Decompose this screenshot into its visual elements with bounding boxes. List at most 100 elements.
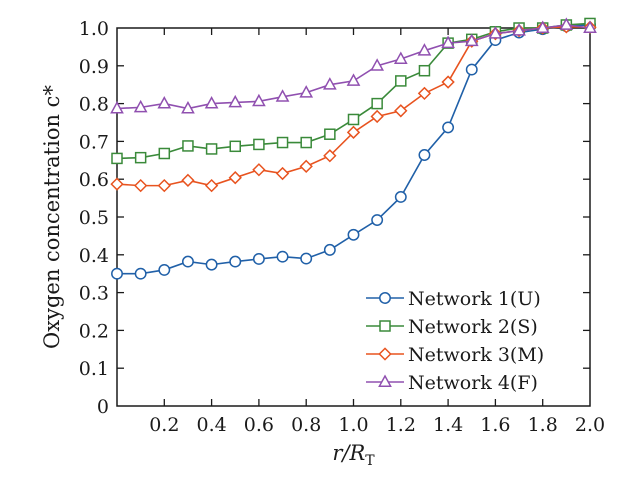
data-point [275,89,290,102]
x-tick-label: 1.4 [433,414,463,436]
series-layer [110,17,597,280]
data-point [347,228,360,241]
x-tick-label: 1.6 [480,414,510,436]
data-point [252,253,265,265]
legend-marker [379,320,391,332]
data-point [228,94,243,108]
data-point [276,250,289,263]
legend-label: Network 4(F) [408,372,538,394]
data-point [512,23,526,36]
y-axis: 0 0.1 0.2 0.3 0.4 0.5 0.6 0.7 0.8 0.9 1.0 [79,18,590,418]
data-point [417,86,432,101]
y-tick-label: 0.1 [79,358,109,380]
data-point [181,173,195,187]
legend-label: Network 2(S) [408,316,538,338]
legend-marker [378,374,392,387]
data-point [275,166,290,181]
x-tick-label: 1.2 [386,414,416,436]
data-point [134,267,147,280]
y-tick-label: 0.2 [79,320,109,342]
x-tick-label: 2.0 [575,414,605,436]
x-tick-label: 1.8 [528,414,558,436]
data-point [370,58,385,71]
x-axis-title-main: r/R [332,441,365,465]
data-point [442,121,455,134]
data-point [394,104,408,118]
legend-item: Network 2(S) [366,316,538,338]
data-point [252,93,266,107]
data-point [323,243,336,256]
data-point [133,99,148,113]
data-point [111,267,123,280]
data-point [110,100,124,114]
legend-item: Network 1(U) [366,288,541,310]
data-point [182,255,194,268]
data-point [300,136,312,149]
data-point [299,85,314,98]
data-point [134,151,147,164]
data-point [464,33,479,47]
x-axis-title-subscript: T [365,453,375,469]
y-tick-label: 0.4 [79,245,109,267]
legend-marker [378,347,392,361]
data-point [157,178,171,193]
data-point [229,255,242,268]
series-3 [110,20,597,193]
data-point [535,20,550,33]
data-point [204,178,219,193]
series-2 [111,17,596,165]
legend-label: Network 3(M) [408,344,544,366]
y-tick-label: 0.9 [79,56,109,78]
data-point [395,75,407,87]
data-point [322,77,337,90]
data-point [488,26,503,39]
y-tick-label: 0.5 [79,207,109,229]
data-point [204,96,219,109]
y-axis-title: Oxygen concentration c* [40,85,64,349]
data-point [133,178,148,193]
data-point [228,171,242,185]
y-tick-label: 0.8 [79,94,109,116]
data-point [465,63,478,76]
data-point [323,149,337,163]
data-point [418,64,431,77]
data-point [229,140,241,153]
y-tick-label: 0.7 [79,131,109,153]
x-tick-label: 0.8 [291,414,321,436]
data-point [347,113,360,126]
data-point [276,136,289,149]
data-point [346,73,361,86]
data-point [583,20,597,33]
x-tick-label: 0.6 [244,414,274,436]
y-tick-label: 0 [97,396,109,418]
data-point [418,149,431,161]
data-point [157,96,172,109]
y-tick-label: 0.6 [79,169,109,191]
data-point [324,128,336,140]
data-point [299,159,313,174]
data-point [252,163,266,177]
series-4 [110,17,597,114]
data-point [394,191,407,203]
data-point [111,152,123,165]
series-1 [111,19,596,280]
data-point [346,125,361,139]
data-point [371,214,384,226]
data-point [441,35,455,49]
data-point [371,97,383,110]
data-point [181,100,195,114]
data-point [158,263,171,276]
data-point [300,252,313,265]
legend-item: Network 4(F) [366,372,538,394]
x-tick-label: 0.4 [196,414,226,436]
legend-label: Network 1(U) [408,288,541,310]
data-point [205,258,218,271]
data-point [182,140,194,152]
data-point [205,143,218,155]
legend-item: Network 3(M) [366,344,544,366]
data-point [393,51,408,64]
data-point [158,147,171,160]
data-point [417,43,432,56]
data-point [441,75,455,89]
